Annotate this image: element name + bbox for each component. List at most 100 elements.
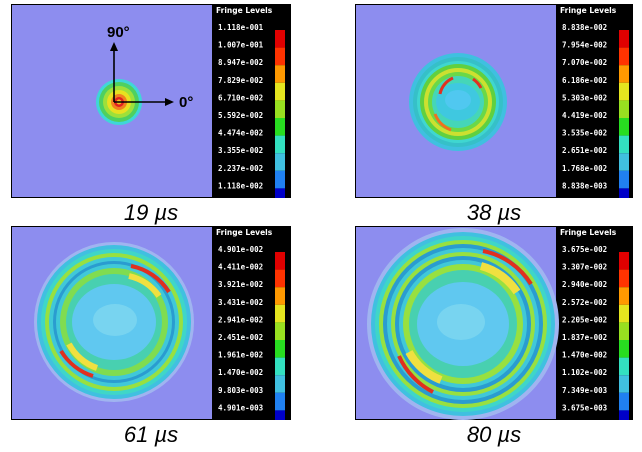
fringe-scale: Fringe Levels 8.838e-002 7.954e-002 7.070e-… <box>560 6 629 198</box>
fringe-levels-title: Fringe Levels <box>560 228 617 237</box>
scale-color-swatch <box>275 340 285 358</box>
wave-pattern <box>34 242 194 402</box>
scale-color-swatch <box>275 82 285 101</box>
scale-color-swatch <box>275 322 285 340</box>
scale-color-swatch <box>275 188 285 198</box>
scale-color-swatch <box>275 392 285 411</box>
panel-19us: 90° 0° Fringe Levels 1.118e-001 1.007e-001… <box>11 4 291 225</box>
wave-pattern <box>367 228 559 420</box>
scale-color-swatch <box>275 410 285 420</box>
scale-color-swatch <box>619 47 629 66</box>
fringe-level-label: 2.572e-002 <box>562 298 607 307</box>
caption-38us: 38 µs <box>466 200 522 225</box>
fringe-level-label: 8.947e-002 <box>218 58 263 67</box>
axis-label-0: 0° <box>179 94 193 111</box>
fringe-levels-title: Fringe Levels <box>216 228 273 237</box>
panel-80us: Fringe Levels 3.675e-002 3.307e-002 2.940e-… <box>355 226 633 447</box>
scale-color-swatch <box>619 322 629 340</box>
scale-color-swatch <box>275 65 285 83</box>
wave-pattern <box>409 53 507 151</box>
fringe-level-label: 4.419e-002 <box>562 111 607 120</box>
fringe-level-label: 1.470e-002 <box>562 351 607 360</box>
caption-61us: 61 µs <box>123 422 179 447</box>
fringe-scale: Fringe Levels 4.901e-002 4.411e-002 3.921e-… <box>216 228 285 420</box>
fringe-level-label: 2.941e-002 <box>218 315 263 324</box>
scale-color-swatch <box>275 252 285 270</box>
scale-color-swatch <box>619 30 629 48</box>
scale-color-swatch <box>619 375 629 393</box>
scale-color-swatch <box>619 82 629 101</box>
scale-color-swatch <box>275 269 285 288</box>
scale-color-swatch <box>275 135 285 154</box>
scale-color-swatch <box>619 118 629 136</box>
fringe-level-label: 6.186e-002 <box>562 76 607 85</box>
fringe-level-label: 3.431e-002 <box>218 298 263 307</box>
fringe-level-label: 3.921e-002 <box>218 280 263 289</box>
scale-color-swatch <box>619 252 629 270</box>
fringe-scale: Fringe Levels 3.675e-002 3.307e-002 2.940e-… <box>560 228 629 420</box>
caption-80us: 80 µs <box>466 422 522 447</box>
fringe-level-label: 2.651e-002 <box>562 146 607 155</box>
fringe-level-label: 1.118e-001 <box>218 23 264 32</box>
scale-color-swatch <box>275 375 285 393</box>
fringe-levels-title: Fringe Levels <box>560 6 617 15</box>
fringe-level-label: 9.803e-003 <box>218 386 264 395</box>
scale-color-swatch <box>275 100 285 118</box>
axis-label-90: 90° <box>107 24 130 41</box>
fringe-level-label: 3.675e-002 <box>562 245 607 254</box>
scale-color-swatch <box>275 30 285 48</box>
fringe-level-label: 4.901e-003 <box>218 403 264 412</box>
direction-axes <box>110 42 174 106</box>
contour-plot-38us: Fringe Levels 8.838e-002 7.954e-002 7.070e-… <box>355 4 633 198</box>
fringe-level-label: 1.961e-002 <box>218 351 263 360</box>
fringe-level-label: 3.307e-002 <box>562 263 607 272</box>
panel-61us: Fringe Levels 4.901e-002 4.411e-002 3.921e-… <box>11 226 291 447</box>
fringe-level-label: 1.768e-002 <box>562 164 607 173</box>
scale-color-swatch <box>275 47 285 66</box>
fringe-level-label: 3.355e-002 <box>218 146 263 155</box>
scale-color-swatch <box>619 170 629 189</box>
scale-color-swatch <box>619 287 629 305</box>
fringe-level-label: 2.237e-002 <box>218 164 263 173</box>
fringe-level-label: 1.470e-002 <box>218 368 263 377</box>
fringe-level-label: 3.675e-003 <box>562 403 608 412</box>
scale-color-swatch <box>619 304 629 323</box>
scale-color-swatch <box>619 340 629 358</box>
fringe-level-label: 7.070e-002 <box>562 58 607 67</box>
contour-plot-61us: Fringe Levels 4.901e-002 4.411e-002 3.921e-… <box>11 226 291 420</box>
fringe-level-label: 1.102e-002 <box>562 368 607 377</box>
fringe-level-label: 4.901e-002 <box>218 245 263 254</box>
scale-color-swatch <box>619 100 629 118</box>
scale-color-swatch <box>619 269 629 288</box>
fringe-level-label: 1.118e-002 <box>218 181 263 190</box>
fringe-level-label: 2.940e-002 <box>562 280 607 289</box>
scale-color-swatch <box>275 118 285 136</box>
scale-color-swatch <box>619 392 629 411</box>
scale-color-swatch <box>619 357 629 376</box>
contour-plot-80us: Fringe Levels 3.675e-002 3.307e-002 2.940e-… <box>355 226 633 420</box>
fringe-level-label: 8.838e-003 <box>562 181 608 190</box>
scale-color-swatch <box>619 188 629 198</box>
fringe-level-label: 6.710e-002 <box>218 93 263 102</box>
fringe-level-label: 7.954e-002 <box>562 41 607 50</box>
scale-color-swatch <box>619 410 629 420</box>
fringe-level-label: 8.838e-002 <box>562 23 607 32</box>
fringe-level-label: 5.592e-002 <box>218 111 263 120</box>
fringe-level-label: 7.829e-002 <box>218 76 263 85</box>
fringe-level-label: 7.349e-003 <box>562 386 608 395</box>
fringe-level-label: 4.411e-002 <box>218 263 263 272</box>
contour-plot-19us: 90° 0° Fringe Levels 1.118e-001 1.007e-001… <box>11 4 291 198</box>
scale-color-swatch <box>275 170 285 189</box>
panel-38us: Fringe Levels 8.838e-002 7.954e-002 7.070e-… <box>355 4 633 225</box>
fringe-level-label: 4.474e-002 <box>218 129 263 138</box>
scale-color-swatch <box>275 153 285 171</box>
fringe-level-label: 1.007e-001 <box>218 41 264 50</box>
scale-color-swatch <box>619 135 629 154</box>
fringe-levels-title: Fringe Levels <box>216 6 273 15</box>
scale-color-swatch <box>275 357 285 376</box>
scale-color-swatch <box>619 153 629 171</box>
fringe-level-label: 5.303e-002 <box>562 93 607 102</box>
fringe-level-label: 2.205e-002 <box>562 315 607 324</box>
scale-color-swatch <box>619 65 629 83</box>
fringe-scale: Fringe Levels 1.118e-001 1.007e-001 8.947e-… <box>216 6 285 198</box>
